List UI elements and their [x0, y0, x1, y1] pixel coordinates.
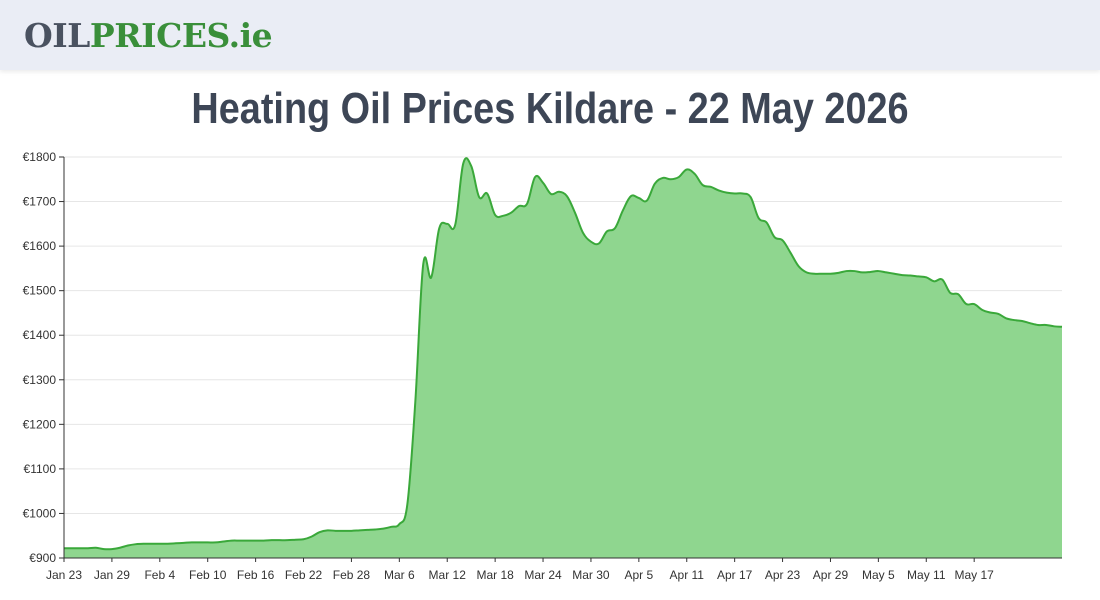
- x-tick-label: Apr 23: [765, 568, 801, 582]
- y-tick-label: €900: [29, 551, 56, 565]
- y-tick-label: €1700: [23, 195, 57, 209]
- x-tick-label: May 5: [862, 568, 895, 582]
- site-logo[interactable]: OILPRICES.ie: [24, 14, 273, 58]
- y-tick-label: €1000: [23, 506, 57, 520]
- x-tick-label: Apr 5: [625, 568, 654, 582]
- x-tick-label: Mar 12: [429, 568, 467, 582]
- logo-text-oil: OIL: [24, 16, 90, 55]
- y-tick-label: €1500: [23, 284, 57, 298]
- logo-text-domain: .ie: [228, 16, 273, 55]
- y-tick-label: €1800: [23, 150, 57, 164]
- y-axis-labels: €900 €1000 €1100 €1200 €1300 €1400 €1500 €1600 €…: [23, 150, 57, 565]
- y-tick-label: €1300: [23, 373, 57, 387]
- x-tick-label: Mar 24: [524, 568, 562, 582]
- x-tick-label: Jan 23: [46, 568, 82, 582]
- x-tick-label: May 11: [907, 568, 946, 582]
- x-tick-label: Mar 30: [572, 568, 610, 582]
- x-tick-label: Feb 28: [333, 568, 371, 582]
- y-tick-label: €1200: [23, 417, 57, 431]
- x-tick-label: Feb 4: [144, 568, 175, 582]
- x-tick-label: Feb 16: [237, 568, 275, 582]
- x-tick-label: Mar 18: [476, 568, 514, 582]
- area-fill: [64, 158, 1062, 558]
- x-tick-label: Apr 29: [813, 568, 849, 582]
- chart-axes: [59, 156, 1062, 562]
- logo-text-prices: PRICES: [89, 16, 229, 55]
- x-tick-label: Mar 6: [384, 568, 415, 582]
- x-tick-label: May 17: [954, 568, 994, 582]
- y-tick-label: €1100: [24, 462, 57, 476]
- y-tick-label: €1600: [23, 239, 57, 253]
- series-line: [64, 157, 1063, 551]
- y-tick-label: €1400: [23, 328, 57, 342]
- x-tick-label: Apr 17: [717, 568, 753, 582]
- chart-area-series: [64, 157, 1063, 558]
- site-header: OILPRICES.ie: [0, 0, 1100, 70]
- x-axis-labels: Jan 23 Jan 29 Feb 4 Feb 10 Feb 16 Feb 22 Feb 2…: [46, 568, 994, 582]
- x-tick-label: Apr 11: [670, 568, 705, 582]
- page-title: Heating Oil Prices Kildare - 22 May 2026: [191, 84, 909, 133]
- x-tick-label: Feb 10: [189, 568, 227, 582]
- x-tick-label: Feb 22: [285, 568, 323, 582]
- x-tick-label: Jan 29: [94, 568, 130, 582]
